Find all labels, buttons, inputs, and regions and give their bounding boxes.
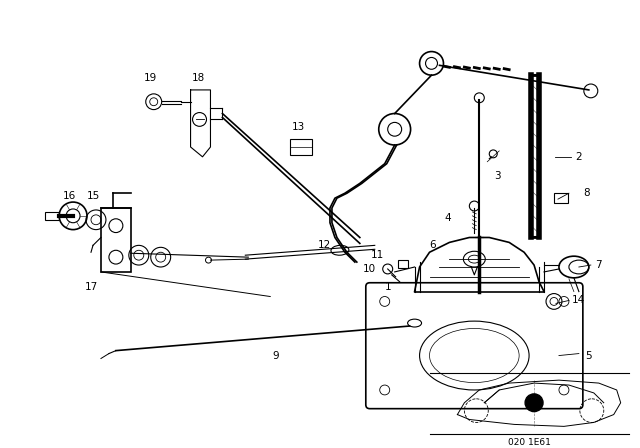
Text: 6: 6 (429, 241, 436, 250)
Circle shape (525, 394, 543, 412)
Text: 7: 7 (595, 260, 602, 270)
Text: 3: 3 (494, 172, 500, 181)
Text: 11: 11 (371, 250, 385, 260)
Text: 5: 5 (586, 350, 592, 361)
Bar (45, 212, 59, 220)
Bar (397, 260, 408, 268)
Text: 16: 16 (63, 191, 76, 201)
Bar (290, 139, 312, 155)
Text: 020 1E61: 020 1E61 (508, 438, 550, 447)
Bar (554, 193, 568, 203)
Text: 15: 15 (86, 191, 100, 201)
Text: 4: 4 (444, 213, 451, 223)
Text: 14: 14 (572, 295, 586, 306)
Text: 10: 10 (364, 264, 376, 274)
Text: 1: 1 (385, 282, 391, 292)
Text: 9: 9 (272, 350, 278, 361)
Bar (101, 208, 131, 272)
Text: 18: 18 (192, 73, 205, 83)
Text: 13: 13 (291, 122, 305, 132)
Text: 2: 2 (575, 152, 582, 162)
Text: 8: 8 (584, 188, 590, 198)
Text: 19: 19 (144, 73, 157, 83)
Text: 17: 17 (84, 282, 98, 292)
Text: 12: 12 (318, 241, 332, 250)
